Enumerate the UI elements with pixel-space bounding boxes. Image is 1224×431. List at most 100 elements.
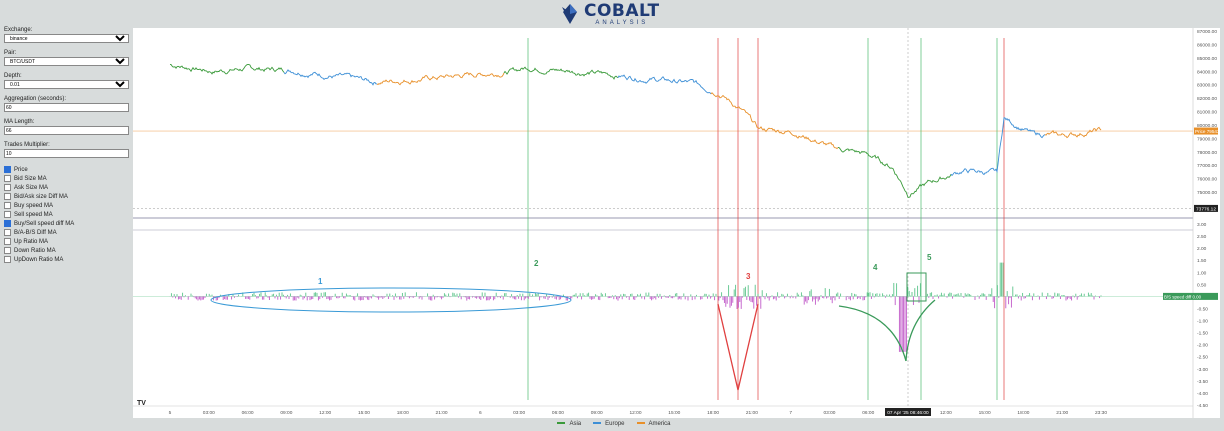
logo-main-text: COBALT [584, 0, 660, 21]
price-tick-label: 87000.00 [1197, 29, 1217, 35]
series-checkbox-price[interactable]: Price [4, 165, 128, 174]
time-tick-label: 12:00 [940, 410, 952, 416]
aggregation-input[interactable] [4, 103, 129, 112]
price-line-segment [169, 64, 285, 75]
price-line-segment [617, 74, 712, 95]
time-tick-label: 21:00 [746, 410, 758, 416]
series-checkbox-up-ratio-ma[interactable]: Up Ratio MA [4, 237, 128, 246]
price-tick-label: 85000.00 [1197, 56, 1217, 62]
diff-tick-label: -1.50 [1197, 331, 1208, 337]
checkbox-checked-icon[interactable] [4, 220, 11, 227]
annotation-label: 3 [746, 272, 751, 281]
checkbox-label: B/A-B/S Diff MA [14, 229, 57, 236]
time-tick-label: 15:00 [979, 410, 991, 416]
checkbox-unchecked-icon[interactable] [4, 247, 11, 254]
diff-tag-label: B/S speed diff 0.00 [1164, 294, 1202, 299]
checkbox-unchecked-icon[interactable] [4, 184, 11, 191]
legend-item-asia: Asia [553, 421, 581, 427]
series-checkbox-buy-sell-speed-diff-ma[interactable]: Buy/Sell speed diff MA [4, 219, 128, 228]
annotation-label: 2 [534, 259, 539, 268]
price-tag-label: Price 79543.78 [1195, 129, 1220, 134]
legend-swatch [557, 422, 566, 425]
annotation-curve-4b [905, 299, 936, 362]
logo-sub-text: ANALYSIS [595, 19, 649, 26]
price-tick-label: 79000.00 [1197, 136, 1217, 142]
price-tick-label: 76000.00 [1197, 177, 1217, 183]
time-tick-label: 18:00 [1017, 410, 1029, 416]
chart-area[interactable]: 1 2 3 4 5 87000.00 86000.00 85000.00 84000.00 83… [133, 28, 1220, 418]
checkbox-unchecked-icon[interactable] [4, 256, 11, 263]
legend-label: Asia [569, 421, 582, 427]
checkbox-unchecked-icon[interactable] [4, 193, 11, 200]
annotation-label: 5 [927, 253, 932, 262]
cobalt-logo-icon [562, 4, 577, 24]
price-tag-bg [1194, 127, 1218, 135]
diff-tick-label: -3.00 [1197, 367, 1208, 373]
series-checkbox-list: Price Bid Size MA Ask Size MA Bid/Ask size … [4, 165, 128, 264]
series-checkbox-sell-speed-ma[interactable]: Sell speed MA [4, 210, 128, 219]
checkbox-label: Price [14, 166, 28, 173]
trades-multiplier-input[interactable] [4, 149, 129, 158]
depth-select[interactable]: 0.01 [4, 80, 129, 89]
annotation-label: 1 [318, 277, 323, 286]
price-line-segment [950, 117, 1046, 177]
time-tick-label: 5 [169, 410, 172, 416]
diff-tick-label: 2.00 [1197, 246, 1207, 252]
series-checkbox-ask-size-ma[interactable]: Ask Size MA [4, 183, 128, 192]
checkbox-label: Bid/Ask size Diff MA [14, 193, 68, 200]
chart-svg[interactable]: 1 2 3 4 5 87000.00 86000.00 85000.00 84000.00 83… [133, 28, 1220, 418]
checkbox-label: Down Ratio MA [14, 247, 56, 254]
control-panel: Exchange: binance Pair: BTC/USDT Depth: … [4, 27, 129, 264]
legend-item-america: America [633, 421, 671, 427]
ma-length-input[interactable] [4, 126, 129, 135]
diff-tick-label: -1.00 [1197, 319, 1208, 325]
time-tick-label: 12:00 [629, 410, 641, 416]
aggregation-label: Aggregation (seconds): [4, 96, 67, 102]
time-tick-label: 18:00 [397, 410, 409, 416]
price-tick-label: 80000.00 [1197, 123, 1217, 129]
series-checkbox-bid-size-ma[interactable]: Bid Size MA [4, 174, 128, 183]
price-line-segment [1044, 126, 1102, 139]
pair-select[interactable]: BTC/USDT [4, 57, 129, 66]
price-line-segment [376, 72, 505, 86]
price-tick-label: 78000.00 [1197, 150, 1217, 156]
diff-tick-label: 1.50 [1197, 258, 1207, 264]
axes: 87000.00 86000.00 85000.00 84000.00 83000.00… [137, 29, 1220, 416]
pair-label: Pair: [4, 50, 17, 56]
diff-tick-label: -0.50 [1197, 306, 1208, 312]
series-checkbox-b-a-b-s-diff-ma[interactable]: B/A-B/S Diff MA [4, 228, 128, 237]
diff-tick-label: -4.00 [1197, 391, 1208, 397]
time-tick-label: 06:00 [242, 410, 254, 416]
price-line-segment [283, 69, 377, 86]
diff-tick-label: -2.50 [1197, 355, 1208, 361]
series-checkbox-down-ratio-ma[interactable]: Down Ratio MA [4, 246, 128, 255]
checkbox-label: Buy speed MA [14, 202, 54, 209]
checkbox-unchecked-icon[interactable] [4, 229, 11, 236]
annotation-v-3 [717, 303, 759, 391]
checkbox-label: Bid Size MA [14, 175, 47, 182]
crosshair-time-label: 07 Apr '25 08:46:00 [887, 410, 929, 416]
checkbox-label: Sell speed MA [14, 211, 53, 218]
tradingview-logo-icon: TV [137, 400, 146, 407]
checkbox-unchecked-icon[interactable] [4, 175, 11, 182]
annotation-curve-4 [838, 305, 907, 362]
time-tick-label: 03:00 [203, 410, 215, 416]
time-tick-label: 15:00 [358, 410, 370, 416]
annotations: 1 2 3 4 5 [210, 253, 936, 391]
checkbox-unchecked-icon[interactable] [4, 211, 11, 218]
price-tick-label: 75000.00 [1197, 190, 1217, 196]
exchange-select[interactable]: binance [4, 34, 129, 43]
series-checkbox-updown-ratio-ma[interactable]: UpDown Ratio MA [4, 255, 128, 264]
annotation-label: 4 [873, 263, 878, 272]
checkbox-checked-icon[interactable] [4, 166, 11, 173]
series-checkbox-bid-ask-size-diff-ma[interactable]: Bid/Ask size Diff MA [4, 192, 128, 201]
checkbox-unchecked-icon[interactable] [4, 238, 11, 245]
price-tick-label: 77000.00 [1197, 163, 1217, 169]
series-checkbox-buy-speed-ma[interactable]: Buy speed MA [4, 201, 128, 210]
checkbox-unchecked-icon[interactable] [4, 202, 11, 209]
price-line-segment [710, 92, 839, 150]
time-tick-label: 03:00 [823, 410, 835, 416]
price-tick-label: 82000.00 [1197, 96, 1217, 102]
time-tick-label: 18:00 [707, 410, 719, 416]
time-tick-label: 06:00 [862, 410, 874, 416]
